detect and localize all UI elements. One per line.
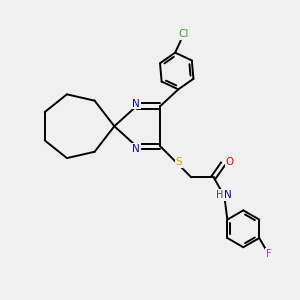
Text: N: N bbox=[132, 144, 140, 154]
Text: N: N bbox=[224, 190, 232, 200]
Text: F: F bbox=[266, 249, 272, 259]
Text: H: H bbox=[216, 190, 224, 200]
Text: N: N bbox=[132, 99, 140, 109]
Text: O: O bbox=[225, 158, 234, 167]
Text: S: S bbox=[176, 157, 182, 167]
Text: Cl: Cl bbox=[179, 29, 189, 39]
